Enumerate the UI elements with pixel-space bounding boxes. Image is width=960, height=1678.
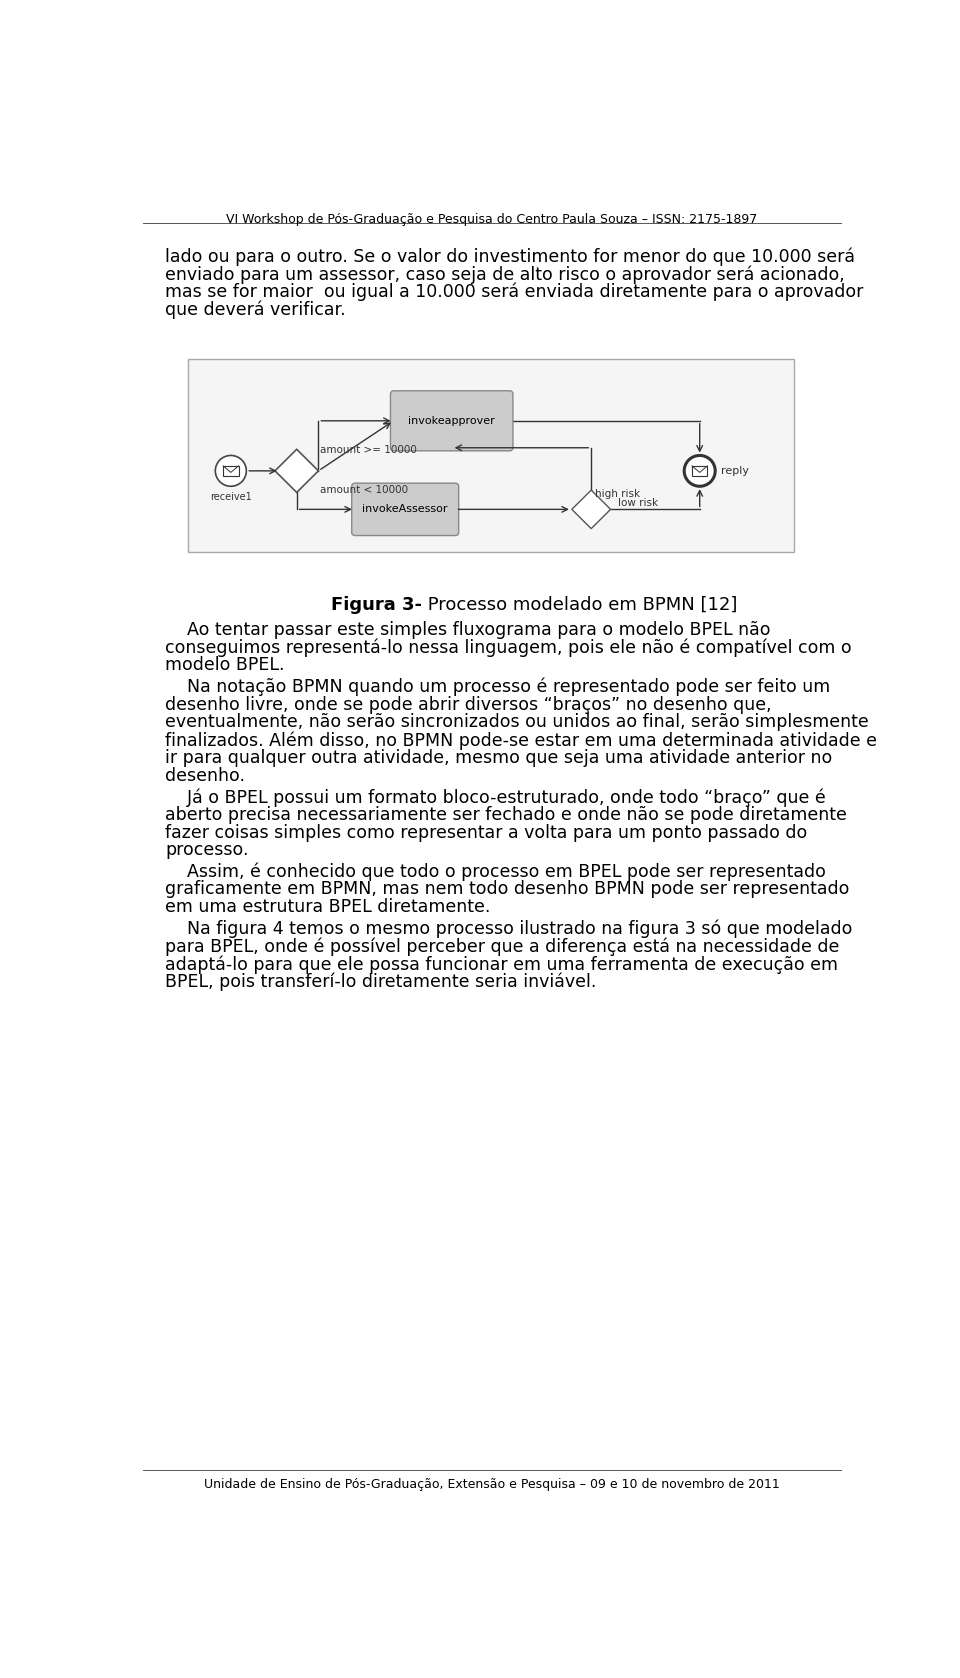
Text: que deverá verificar.: que deverá verificar. bbox=[165, 300, 346, 319]
Text: finalizados. Além disso, no BPMN pode-se estar em uma determinada atividade e: finalizados. Além disso, no BPMN pode-se… bbox=[165, 732, 876, 750]
Text: VI Workshop de Pós-Graduação e Pesquisa do Centro Paula Souza – ISSN: 2175-1897: VI Workshop de Pós-Graduação e Pesquisa … bbox=[227, 213, 757, 227]
FancyBboxPatch shape bbox=[391, 391, 513, 451]
Text: fazer coisas simples como representar a volta para um ponto passado do: fazer coisas simples como representar a … bbox=[165, 824, 807, 842]
Polygon shape bbox=[572, 490, 611, 529]
Bar bbox=[692, 466, 708, 477]
Text: Já o BPEL possui um formato bloco-estruturado, onde todo “braço” que é: Já o BPEL possui um formato bloco-estrut… bbox=[165, 789, 826, 807]
Text: graficamente em BPMN, mas nem todo desenho BPMN pode ser representado: graficamente em BPMN, mas nem todo desen… bbox=[165, 881, 850, 898]
Text: reply: reply bbox=[721, 466, 750, 477]
Text: processo.: processo. bbox=[165, 841, 249, 859]
Text: em uma estrutura BPEL diretamente.: em uma estrutura BPEL diretamente. bbox=[165, 898, 491, 916]
Text: mas se for maior  ou igual a 10.000 será enviada diretamente para o aprovador: mas se for maior ou igual a 10.000 será … bbox=[165, 284, 863, 302]
Text: conseguimos representá-lo nessa linguagem, pois ele não é compatível com o: conseguimos representá-lo nessa linguage… bbox=[165, 639, 852, 658]
Text: BPEL, pois transferí-lo diretamente seria inviável.: BPEL, pois transferí-lo diretamente seri… bbox=[165, 973, 596, 992]
Text: adaptá-lo para que ele possa funcionar em uma ferramenta de execução em: adaptá-lo para que ele possa funcionar e… bbox=[165, 955, 838, 973]
Text: para BPEL, onde é possível perceber que a diferença está na necessidade de: para BPEL, onde é possível perceber que … bbox=[165, 938, 839, 956]
Circle shape bbox=[215, 455, 247, 487]
Text: Assim, é conhecido que todo o processo em BPEL pode ser representado: Assim, é conhecido que todo o processo e… bbox=[165, 862, 826, 881]
Text: invokeAssessor: invokeAssessor bbox=[363, 505, 448, 515]
Text: desenho livre, onde se pode abrir diversos “braços” no desenho que,: desenho livre, onde se pode abrir divers… bbox=[165, 696, 772, 713]
Text: amount >= 10000: amount >= 10000 bbox=[320, 445, 417, 455]
Text: Processo modelado em BPMN [12]: Processo modelado em BPMN [12] bbox=[422, 596, 737, 614]
Text: Unidade de Ensino de Pós-Graduação, Extensão e Pesquisa – 09 e 10 de novembro de: Unidade de Ensino de Pós-Graduação, Exte… bbox=[204, 1478, 780, 1492]
Text: aberto precisa necessariamente ser fechado e onde não se pode diretamente: aberto precisa necessariamente ser fecha… bbox=[165, 805, 847, 824]
Text: Na figura 4 temos o mesmo processo ilustrado na figura 3 só que modelado: Na figura 4 temos o mesmo processo ilust… bbox=[165, 920, 852, 938]
Text: invokeapprover: invokeapprover bbox=[408, 416, 495, 426]
Text: Figura 3-: Figura 3- bbox=[331, 596, 422, 614]
Text: low risk: low risk bbox=[618, 498, 659, 508]
Text: Ao tentar passar este simples fluxograma para o modelo BPEL não: Ao tentar passar este simples fluxograma… bbox=[165, 621, 771, 639]
Text: lado ou para o outro. Se o valor do investimento for menor do que 10.000 será: lado ou para o outro. Se o valor do inve… bbox=[165, 248, 855, 267]
Polygon shape bbox=[275, 450, 319, 492]
FancyBboxPatch shape bbox=[351, 483, 459, 535]
Text: ir para qualquer outra atividade, mesmo que seja uma atividade anterior no: ir para qualquer outra atividade, mesmo … bbox=[165, 748, 832, 767]
Text: Na notação BPMN quando um processo é representado pode ser feito um: Na notação BPMN quando um processo é rep… bbox=[165, 678, 830, 696]
Text: amount < 10000: amount < 10000 bbox=[320, 485, 408, 495]
Bar bbox=[223, 466, 239, 477]
Text: modelo BPEL.: modelo BPEL. bbox=[165, 656, 284, 675]
Text: high risk: high risk bbox=[595, 488, 640, 498]
Circle shape bbox=[684, 455, 715, 487]
Text: receive1: receive1 bbox=[210, 492, 252, 502]
Text: desenho.: desenho. bbox=[165, 767, 245, 785]
Text: eventualmente, não serão sincronizados ou unidos ao final, serão simplesmente: eventualmente, não serão sincronizados o… bbox=[165, 713, 869, 732]
Bar bbox=[188, 359, 794, 552]
Text: enviado para um assessor, caso seja de alto risco o aprovador será acionado,: enviado para um assessor, caso seja de a… bbox=[165, 265, 845, 284]
